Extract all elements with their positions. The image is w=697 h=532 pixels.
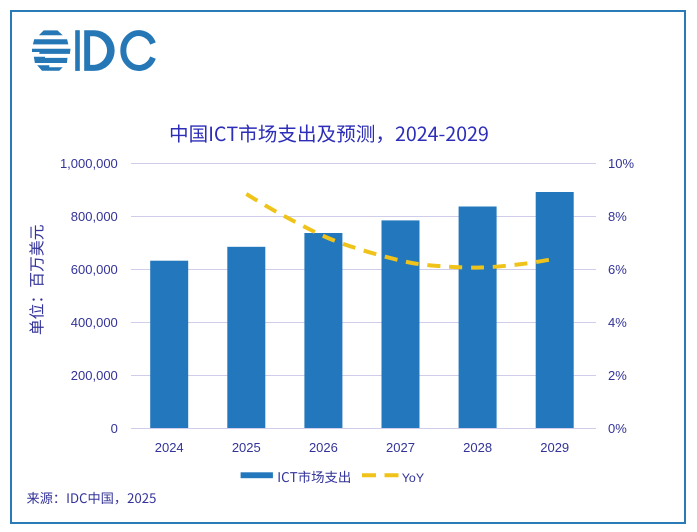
svg-text:2027: 2027 bbox=[386, 440, 415, 455]
svg-text:2029: 2029 bbox=[540, 440, 569, 455]
svg-text:1,000,000: 1,000,000 bbox=[60, 156, 118, 171]
svg-text:YoY: YoY bbox=[402, 471, 424, 485]
svg-text:0%: 0% bbox=[608, 421, 627, 436]
svg-text:4%: 4% bbox=[608, 315, 627, 330]
svg-text:10%: 10% bbox=[608, 156, 634, 171]
svg-text:800,000: 800,000 bbox=[71, 209, 118, 224]
svg-text:200,000: 200,000 bbox=[71, 368, 118, 383]
svg-text:0: 0 bbox=[111, 421, 118, 436]
svg-text:2025: 2025 bbox=[232, 440, 261, 455]
svg-text:400,000: 400,000 bbox=[71, 315, 118, 330]
svg-text:8%: 8% bbox=[608, 209, 627, 224]
svg-text:6%: 6% bbox=[608, 262, 627, 277]
svg-text:2028: 2028 bbox=[463, 440, 492, 455]
svg-text:2026: 2026 bbox=[309, 440, 338, 455]
svg-text:2024: 2024 bbox=[155, 440, 184, 455]
svg-text:600,000: 600,000 bbox=[71, 262, 118, 277]
svg-text:2%: 2% bbox=[608, 368, 627, 383]
